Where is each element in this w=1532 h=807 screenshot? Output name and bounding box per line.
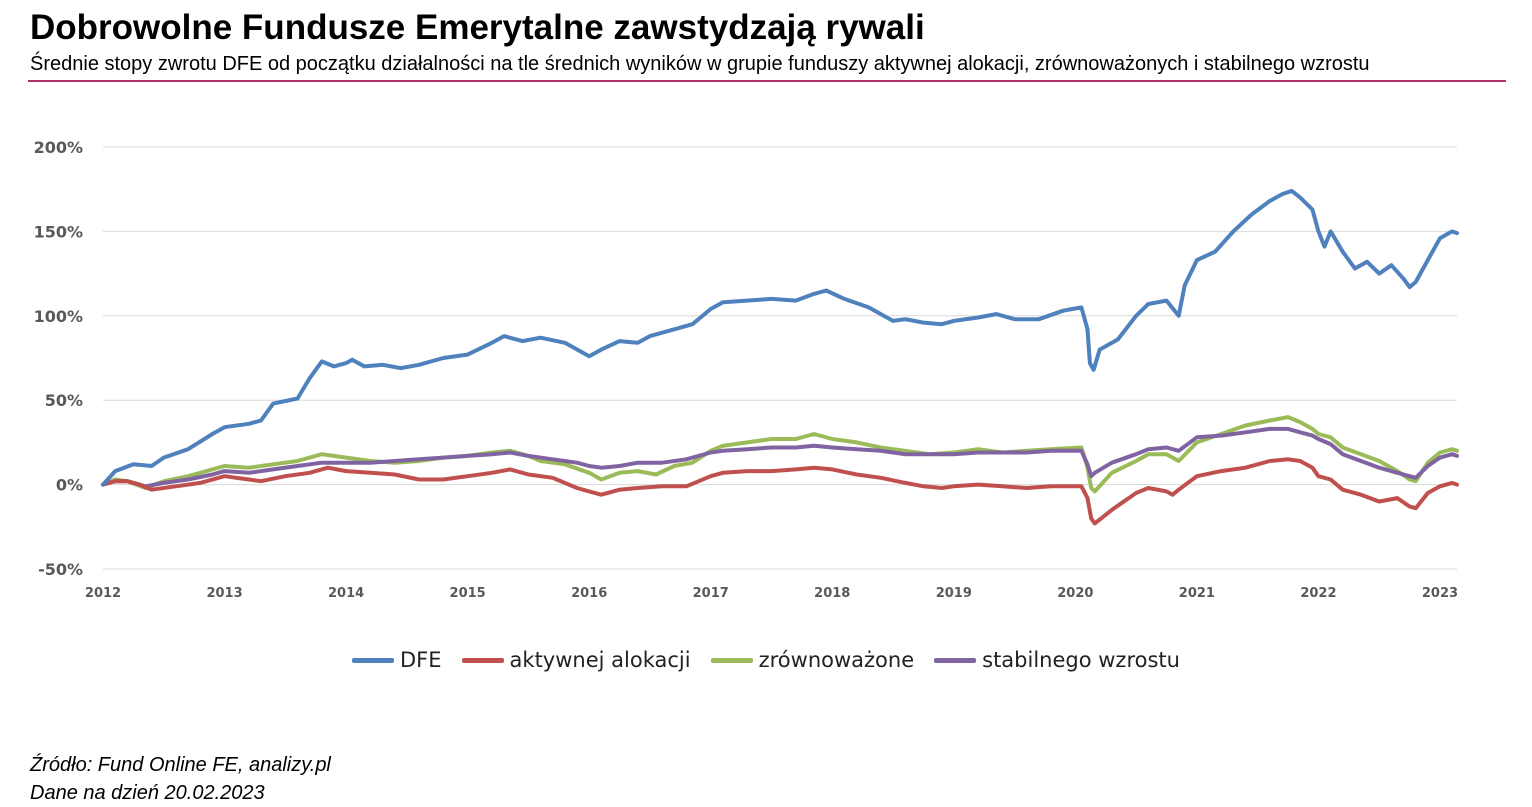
source-text: Źródło: Fund Online FE, analizy.pl [30,754,331,776]
chart-title: Dobrowolne Fundusze Emerytalne zawstydza… [30,8,925,47]
y-tick-label: 150% [34,222,83,241]
y-axis-ticks: -50% 0% 50% 100% 150% 200% [34,138,83,579]
legend-label-stabilnego-wzrostu: stabilnego wzrostu [982,648,1180,672]
x-tick-label: 2016 [571,586,607,601]
legend-item-stabilnego-wzrostu: stabilnego wzrostu [934,648,1180,672]
y-tick-label: 200% [34,138,83,157]
x-tick-label: 2022 [1300,586,1336,601]
x-tick-label: 2021 [1179,586,1215,601]
legend-swatch-stabilnego-wzrostu [934,657,977,663]
y-tick-label: 50% [45,391,83,410]
x-tick-label: 2023 [1422,586,1458,601]
x-tick-label: 2014 [328,586,364,601]
chart-subtitle: Średnie stopy zwrotu DFE od początku dzi… [30,53,1370,75]
x-tick-label: 2018 [814,586,850,601]
x-tick-label: 2020 [1057,586,1093,601]
series-lines [101,188,1459,526]
x-tick-label: 2013 [206,586,242,601]
y-tick-label: 0% [56,476,83,495]
series-line-aktywnej-alokacji [101,457,1459,526]
x-tick-label: 2012 [85,586,121,601]
legend-swatch-dfe [352,657,395,663]
legend-swatch-zrownowazone [710,657,753,663]
x-axis-ticks: 2012 2013 2014 2015 2016 2017 2018 2019 2020 2021… [85,586,1458,601]
legend-swatch-aktywnej-alokacji [461,657,504,663]
grid-lines [103,146,1457,570]
chart-legend: DFE aktywnej alokacji zrównoważone stabi… [0,648,1532,672]
source-note: Źródło: Fund Online FE, analizy.pl Dane … [30,751,331,807]
y-tick-label: -50% [38,560,83,579]
series-line-stabilnego-wzrostu [101,426,1459,489]
y-tick-label: 100% [34,307,83,326]
title-divider [28,80,1506,82]
data-date-text: Dane na dzień 20.02.2023 [30,782,265,804]
x-tick-label: 2019 [936,586,972,601]
legend-item-dfe: DFE [352,648,442,672]
legend-label-dfe: DFE [400,648,442,672]
series-line-dfe [101,188,1459,487]
series-line-zrównoważone [101,415,1459,494]
legend-item-aktywnej-alokacji: aktywnej alokacji [461,648,691,672]
line-chart: -50%0%50%100%150%200% 2012 2013 2014 2015 20… [34,138,1459,601]
legend-item-zrownowazone: zrównoważone [710,648,915,672]
x-tick-label: 2017 [693,586,729,601]
legend-label-zrownowazone: zrównoważone [758,648,915,672]
legend-label-aktywnej-alokacji: aktywnej alokacji [509,648,691,672]
x-tick-label: 2015 [450,586,486,601]
